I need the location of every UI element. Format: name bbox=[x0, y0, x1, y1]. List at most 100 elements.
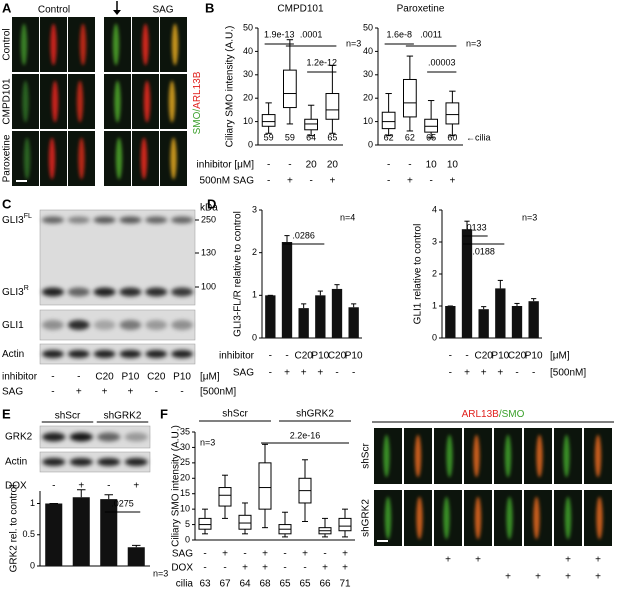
y-tick-label: 20 bbox=[243, 93, 253, 103]
row-value: - bbox=[429, 176, 432, 187]
kda-value: 250 bbox=[201, 214, 216, 224]
bar bbox=[45, 503, 63, 566]
row-label: cilia bbox=[176, 579, 194, 590]
n-label: n=3 bbox=[346, 38, 361, 48]
row-value: - bbox=[387, 176, 390, 187]
column-label: SAG bbox=[152, 5, 173, 16]
y-tick-label: 20 bbox=[363, 93, 373, 103]
row-label: shGRK2 bbox=[361, 499, 372, 537]
row-value: + bbox=[102, 387, 108, 398]
row-value: - bbox=[51, 387, 54, 398]
count-label: 65 bbox=[299, 579, 311, 590]
cilium-signal bbox=[474, 496, 482, 540]
bar bbox=[445, 306, 456, 338]
cilium bbox=[443, 496, 450, 540]
cilium bbox=[416, 496, 423, 540]
count-label: 59 bbox=[264, 132, 274, 142]
row-value: + bbox=[302, 549, 308, 560]
panel-label: B bbox=[205, 0, 214, 15]
condition-mark: + bbox=[535, 572, 541, 583]
cilium bbox=[23, 137, 31, 180]
p-value: .0001 bbox=[300, 29, 323, 39]
row-value: - bbox=[465, 351, 468, 362]
y-tick-label: 1 bbox=[252, 290, 257, 300]
row-value: + bbox=[301, 368, 307, 379]
band bbox=[41, 287, 64, 297]
row-value: + bbox=[262, 549, 268, 560]
cilium bbox=[446, 434, 453, 478]
row-label: SAG bbox=[233, 368, 254, 379]
count-note: ←cilia bbox=[466, 132, 491, 142]
bar bbox=[478, 309, 489, 338]
condition-mark: + bbox=[445, 555, 451, 566]
y-tick-label: 0 bbox=[248, 139, 253, 149]
arrow-head bbox=[113, 10, 121, 15]
band bbox=[171, 320, 193, 330]
cilium bbox=[473, 434, 480, 478]
cilium bbox=[536, 434, 543, 478]
count-label: 68 bbox=[259, 579, 271, 590]
band-name: GLI3 bbox=[2, 287, 24, 298]
cilium-signal bbox=[171, 23, 179, 66]
p-value: .0275 bbox=[111, 498, 134, 508]
band bbox=[119, 216, 142, 224]
row-value: + bbox=[329, 176, 335, 187]
band bbox=[67, 216, 90, 224]
count-label: 59 bbox=[285, 132, 295, 142]
cilium-signal bbox=[384, 496, 392, 540]
row-value: - bbox=[387, 160, 390, 171]
row-label: 500nM SAG bbox=[200, 176, 255, 187]
p-value: 2.2e-16 bbox=[290, 430, 321, 440]
n-label: n=4 bbox=[340, 212, 355, 222]
cilium-signal bbox=[143, 80, 151, 123]
y-tick-label: 20 bbox=[180, 473, 190, 483]
row-value: - bbox=[408, 160, 411, 171]
row-value: - bbox=[283, 563, 286, 574]
cilium-signal bbox=[76, 80, 84, 123]
p-value: .0133 bbox=[464, 222, 487, 232]
row-label: SAG bbox=[172, 549, 193, 560]
n-label: n=3 bbox=[200, 437, 215, 447]
row-value: + bbox=[407, 176, 413, 187]
band bbox=[93, 320, 116, 330]
y-axis-label: Ciliary SMO intensity (A.U.) bbox=[225, 26, 236, 148]
row-value: + bbox=[322, 563, 328, 574]
band bbox=[67, 320, 90, 330]
band bbox=[41, 216, 64, 224]
panel-label: C bbox=[2, 196, 12, 211]
y-axis-label: GLI1 relative to control bbox=[413, 224, 424, 325]
row-value: C20 bbox=[328, 351, 347, 362]
band-name: GLI1 bbox=[2, 320, 24, 331]
row-value: - bbox=[180, 387, 183, 398]
box bbox=[325, 93, 340, 120]
row-value: + bbox=[133, 481, 139, 492]
box bbox=[261, 114, 276, 127]
row-label: CMPD101 bbox=[2, 78, 13, 125]
band bbox=[119, 287, 142, 297]
row-value: + bbox=[222, 549, 228, 560]
row-value: + bbox=[464, 368, 470, 379]
row-value: - bbox=[155, 387, 158, 398]
channel-name: ARL13B bbox=[462, 409, 500, 420]
row-value: + bbox=[342, 549, 348, 560]
row-value: + bbox=[262, 563, 268, 574]
cilium bbox=[564, 496, 572, 540]
row-label: inhibitor bbox=[219, 351, 255, 362]
band-label: Actin bbox=[5, 457, 27, 468]
blot bbox=[39, 343, 196, 365]
count-label: 71 bbox=[339, 579, 351, 590]
band bbox=[97, 458, 121, 466]
row-value: C20 bbox=[508, 351, 527, 362]
kda-value: 130 bbox=[201, 247, 216, 257]
band-name: GLI3 bbox=[2, 215, 24, 226]
column-label: Control bbox=[38, 5, 70, 16]
band bbox=[93, 350, 116, 358]
box bbox=[403, 78, 417, 118]
row-label: inhibitor [μM] bbox=[197, 160, 255, 171]
cilium-signal bbox=[504, 434, 512, 478]
blot-bands bbox=[42, 458, 148, 466]
row-unit: [500nM] bbox=[550, 368, 586, 379]
cilium-signal bbox=[473, 434, 480, 478]
row-value: + bbox=[481, 368, 487, 379]
band-label: GLI3FL bbox=[2, 213, 32, 226]
